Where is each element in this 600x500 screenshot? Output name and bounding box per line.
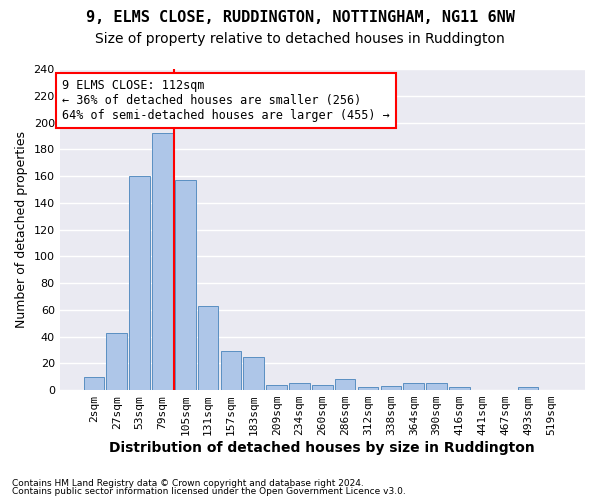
Bar	[175, 180, 196, 390]
Bar	[518, 388, 538, 390]
Bar	[244, 356, 264, 390]
Bar	[358, 388, 379, 390]
Bar	[312, 384, 332, 390]
Text: Size of property relative to detached houses in Ruddington: Size of property relative to detached ho…	[95, 32, 505, 46]
Text: 9 ELMS CLOSE: 112sqm
← 36% of detached houses are smaller (256)
64% of semi-deta: 9 ELMS CLOSE: 112sqm ← 36% of detached h…	[62, 78, 390, 122]
Bar	[152, 133, 173, 390]
Text: Contains HM Land Registry data © Crown copyright and database right 2024.: Contains HM Land Registry data © Crown c…	[12, 478, 364, 488]
Text: Contains public sector information licensed under the Open Government Licence v3: Contains public sector information licen…	[12, 487, 406, 496]
Bar	[335, 380, 355, 390]
Bar	[449, 388, 470, 390]
Bar	[427, 384, 447, 390]
X-axis label: Distribution of detached houses by size in Ruddington: Distribution of detached houses by size …	[109, 441, 535, 455]
Bar	[266, 384, 287, 390]
Bar	[403, 384, 424, 390]
Bar	[83, 376, 104, 390]
Bar	[380, 386, 401, 390]
Bar	[106, 332, 127, 390]
Bar	[198, 306, 218, 390]
Text: 9, ELMS CLOSE, RUDDINGTON, NOTTINGHAM, NG11 6NW: 9, ELMS CLOSE, RUDDINGTON, NOTTINGHAM, N…	[86, 10, 514, 25]
Bar	[129, 176, 150, 390]
Bar	[221, 352, 241, 390]
Y-axis label: Number of detached properties: Number of detached properties	[15, 131, 28, 328]
Bar	[289, 384, 310, 390]
